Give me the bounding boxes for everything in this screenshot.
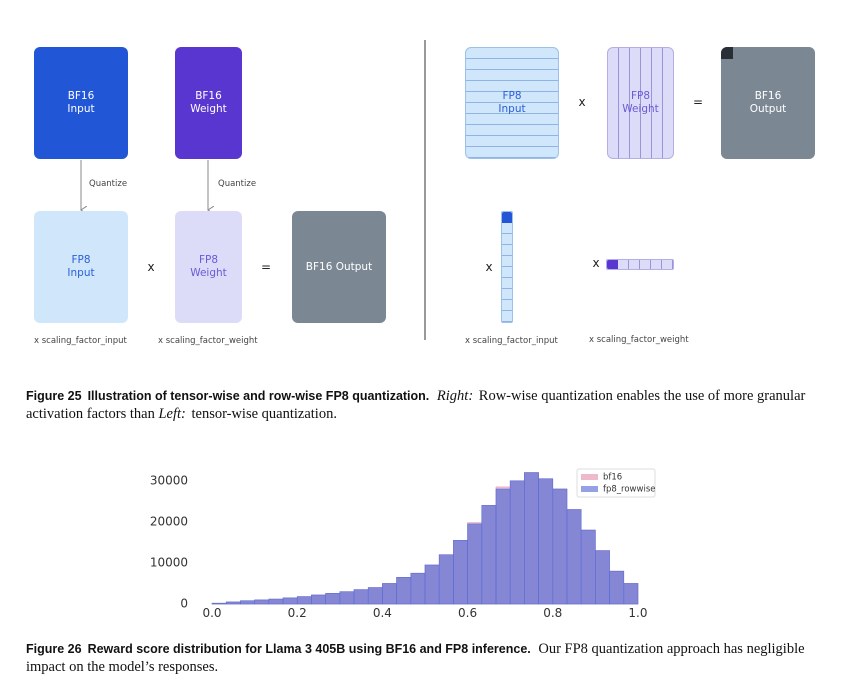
bar (552, 488, 568, 605)
arrow-label: Quantize (89, 179, 128, 189)
bar (367, 587, 383, 605)
bar (339, 591, 355, 605)
legend-swatch (581, 486, 598, 492)
bar (325, 593, 341, 605)
box: BF16 Weight (175, 47, 242, 159)
caption-title: Illustration of tensor-wise and row-wise… (87, 389, 430, 403)
col-scale-strip (606, 259, 674, 270)
bar (353, 589, 369, 605)
x-tick-label: 0.2 (288, 606, 307, 620)
caption-label: Figure 26 (26, 642, 82, 656)
legend-swatch (581, 474, 598, 480)
bar (282, 597, 298, 605)
box-label: BF16 Output (305, 260, 373, 273)
operator: x (147, 260, 155, 274)
box-label: FP8 Weight (622, 90, 659, 115)
bar (538, 478, 554, 605)
bar (623, 583, 639, 605)
bar (481, 505, 497, 605)
caption-italic: Right: (436, 388, 474, 404)
bar (410, 572, 426, 605)
caption-text: tensor-wise quantization. (191, 406, 337, 422)
y-tick-label: 10000 (150, 555, 188, 569)
box: FP8 Input (465, 47, 559, 159)
bar (296, 596, 312, 605)
box-label: BF16 Input (67, 90, 95, 115)
operator: x (592, 256, 600, 270)
bar (424, 564, 440, 605)
x-tick-label: 0.0 (202, 606, 221, 620)
operator: = (260, 260, 272, 274)
strip-cell (607, 260, 618, 269)
bar (509, 480, 525, 605)
bar (268, 598, 284, 605)
diagram-lines (0, 40, 426, 340)
corner (721, 47, 733, 59)
box-label: BF16 Output (749, 90, 787, 115)
bar (225, 601, 241, 605)
bar (438, 554, 454, 605)
caption-text: Our FP8 quantization approach has neglig… (26, 641, 805, 675)
scale-label: x scaling_factor_weight (589, 335, 689, 345)
caption-label: Figure 25 (26, 389, 82, 403)
y-tick-label: 20000 (150, 514, 188, 528)
bar (524, 472, 539, 605)
bar (595, 550, 610, 605)
box: FP8 Weight (607, 47, 674, 159)
bar (254, 599, 270, 605)
x-tick-label: 0.8 (543, 606, 562, 620)
operator: x (578, 95, 586, 109)
caption: Figure 26 Reward score distribution for L… (26, 640, 816, 676)
chart: 0 10000 20000 30000 0.0 0.2 0.4 0.6 0.8 1.0 bf16 fp… (150, 468, 656, 620)
x-tick-label: 0.4 (373, 606, 392, 620)
bar (382, 583, 397, 605)
box: BF16 Output (292, 211, 386, 323)
strip-cell (502, 212, 512, 223)
caption-italic: Left: (158, 406, 186, 422)
bar (240, 600, 255, 605)
bar (396, 577, 412, 605)
box: BF16 Output (721, 47, 815, 159)
bar (609, 570, 625, 605)
bar (467, 523, 483, 605)
box-label: BF16 Weight (190, 90, 227, 115)
box-label: FP8 Weight (190, 254, 227, 279)
bar (211, 602, 227, 605)
x-tick-label: 1.0 (628, 606, 647, 620)
bar (580, 529, 596, 605)
operator: = (692, 95, 704, 109)
y-tick-label: 30000 (150, 473, 188, 487)
bar (495, 488, 511, 605)
box: FP8 Input (34, 211, 128, 323)
caption-text: Row-wise quantization enables the use of… (26, 388, 806, 422)
scale-label: x scaling_factor_input (465, 336, 558, 346)
box-label: FP8 Input (498, 90, 526, 115)
operator: x (485, 260, 493, 274)
arrow-label: Quantize (218, 179, 257, 189)
y-tick-label: 0 (180, 597, 188, 611)
bar (453, 540, 468, 605)
caption-title: Reward score distribution for Llama 3 40… (87, 642, 531, 656)
scale-label: x scaling_factor_weight (158, 336, 258, 346)
box-label: FP8 Input (67, 254, 95, 279)
row-scale-strip (501, 211, 513, 323)
x-tick-label: 0.6 (458, 606, 477, 620)
scale-label: x scaling_factor_input (34, 336, 127, 346)
legend-label: bf16 (603, 473, 622, 483)
box: BF16 Input (34, 47, 128, 159)
bar (311, 594, 326, 605)
bar (566, 509, 582, 605)
box: FP8 Weight (175, 211, 242, 323)
legend-label: fp8_rowwise (603, 485, 655, 495)
caption: Figure 25 Illustration of tensor-wise and… (26, 387, 816, 423)
